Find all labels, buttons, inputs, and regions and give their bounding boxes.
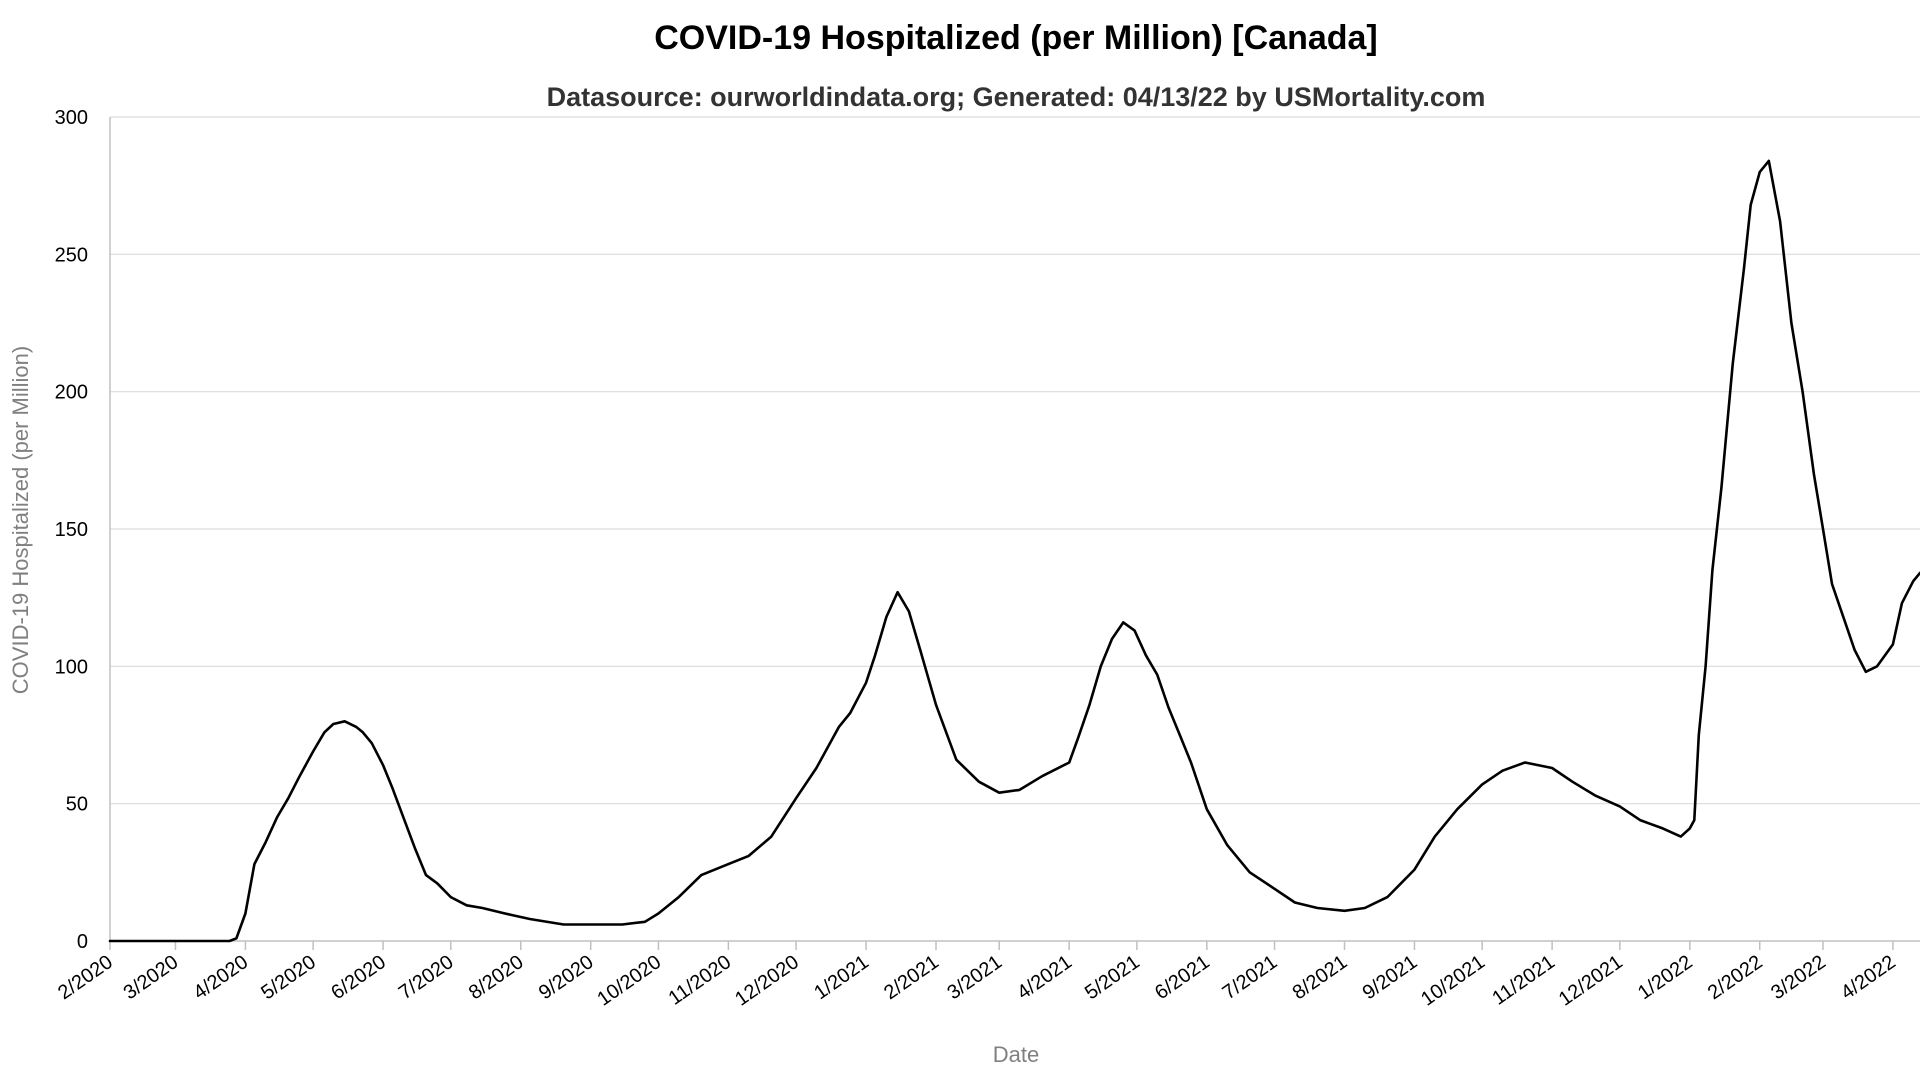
x-tick-label: 2/2021 [880,951,943,1004]
x-tick-label: 7/2020 [395,951,458,1004]
x-tick-label: 1/2022 [1634,951,1697,1004]
x-tick-label: 5/2020 [257,951,320,1004]
x-tick-label: 3/2022 [1767,951,1830,1004]
chart-subtitle: Datasource: ourworldindata.org; Generate… [547,82,1486,112]
series-line-0 [108,159,1920,943]
y-tick-label: 300 [55,107,88,129]
series-layer [108,159,1920,943]
y-tick-label: 0 [77,931,88,953]
x-tick-label: 8/2021 [1289,951,1352,1004]
x-tick-label: 4/2021 [1013,951,1076,1004]
x-tick-label: 3/2021 [943,951,1006,1004]
y-axis-label: COVID-19 Hospitalized (per Million) [8,346,33,694]
y-tick-label: 100 [55,656,88,678]
x-tick-label: 1/2021 [810,951,873,1004]
axes [109,117,1920,942]
x-axis-label: Date [993,1042,1039,1067]
chart-title: COVID-19 Hospitalized (per Million) [Can… [654,19,1378,57]
x-tick-label: 5/2021 [1081,951,1144,1004]
x-tick-label: 4/2022 [1837,951,1900,1004]
grid-lines [110,116,1920,805]
x-tick-label: 2/2022 [1704,951,1767,1004]
x-tick-label: 4/2020 [190,951,253,1004]
y-tick-label: 50 [66,794,88,816]
x-tick-label: 6/2020 [327,951,390,1004]
x-tick-label: 2/2020 [54,951,117,1004]
x-tick-label: 3/2020 [120,951,183,1004]
y-axis-ticks: 0 50 100 150 200 250 300 [55,107,88,953]
x-tick-label: 7/2021 [1219,951,1282,1004]
x-tick-label: 11/2021 [1488,951,1559,1010]
x-tick-label: 10/2021 [1417,951,1489,1010]
y-tick-label: 250 [55,244,88,266]
y-tick-label: 150 [55,519,88,541]
y-tick-label: 200 [55,382,88,404]
x-tick-label: 9/2021 [1359,951,1422,1004]
x-tick-label: 12/2021 [1555,951,1627,1010]
x-tick-label: 6/2021 [1151,951,1214,1004]
x-tick-label: 9/2020 [535,951,598,1004]
x-tick-label: 12/2020 [731,951,803,1010]
x-tick-label: 10/2020 [593,951,665,1010]
x-tick-label: 8/2020 [465,951,528,1004]
x-axis-ticks: 2/2020 3/2020 4/2020 5/2020 6/2020 7/2020 8/20… [54,941,1900,1011]
x-tick-label: 11/2020 [665,951,736,1010]
